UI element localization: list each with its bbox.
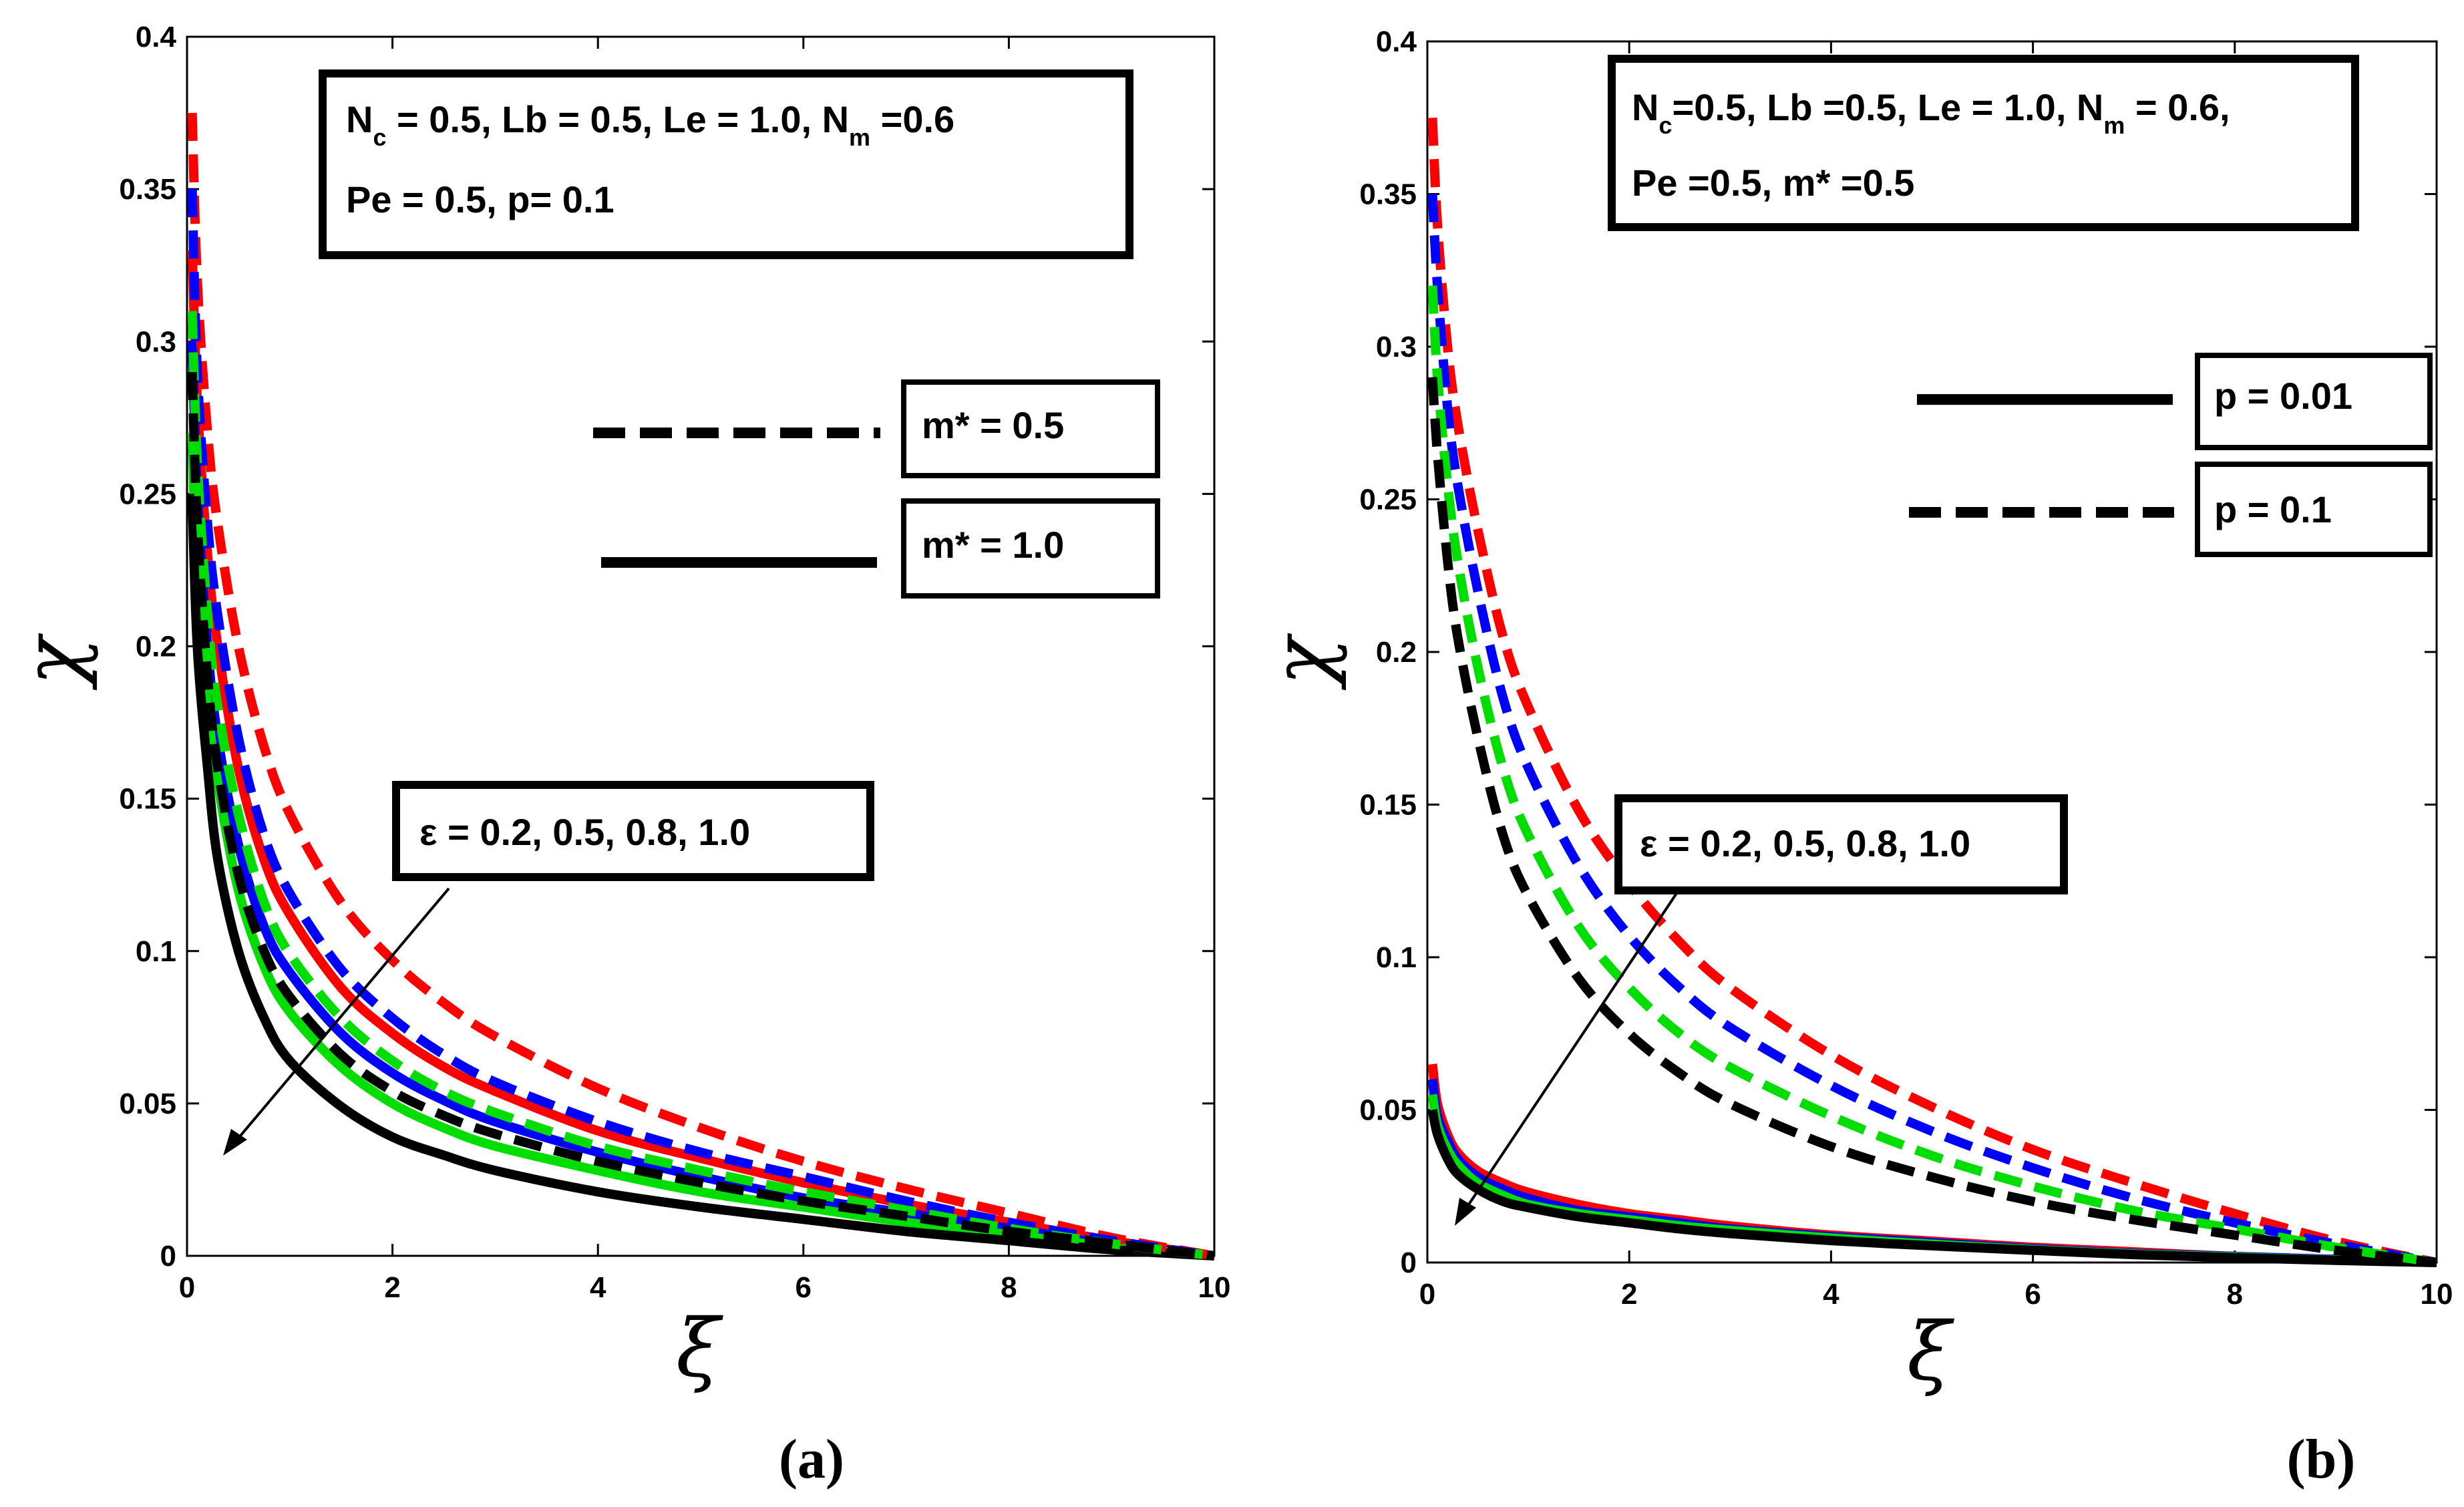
x-tick-label: 2 [1621, 1278, 1637, 1311]
y-tick-label: 0 [160, 1240, 176, 1273]
params-subscript: m [2103, 112, 2125, 139]
panel-a-annotation: ε = 0.2, 0.5, 0.8, 1.0 [223, 781, 874, 1156]
x-tick-label: 0 [1419, 1278, 1435, 1311]
x-tick-label: 10 [1198, 1271, 1231, 1304]
y-tick-label: 0.25 [119, 478, 176, 510]
y-tick-label: 0.2 [136, 631, 176, 663]
y-tick-label: 0.4 [136, 21, 177, 53]
series-line-dashed [1427, 377, 2437, 1267]
panel-b-x-axis-label: ξ [1907, 1306, 1954, 1399]
series-line-dashed [1427, 117, 2438, 1267]
panel-b-params-line-1: Nc=0.5, Lb =0.5, Le = 1.0, Nm = 0.6, [1632, 86, 2230, 139]
y-tick-label: 0.05 [119, 1087, 176, 1120]
panel-a-legend-label-1: m* = 0.5 [922, 404, 1064, 446]
panel-a-params-line-1: Nc = 0.5, Lb = 0.5, Le = 1.0, Nm =0.6 [346, 98, 954, 151]
params-symbol: N [1632, 86, 1658, 128]
x-tick-label: 8 [1001, 1271, 1017, 1304]
panel-b-legend-label-1: p = 0.01 [2214, 375, 2352, 417]
panel-a-y-axis-label: χ [7, 633, 100, 690]
series-line-solid [1427, 1109, 2437, 1267]
x-tick-label: 4 [590, 1271, 606, 1304]
params-subscript: m [849, 124, 870, 151]
panel-b-label: (b) [2287, 1428, 2356, 1490]
y-tick-label: 0.15 [1359, 789, 1417, 822]
params-text: =0.6 [870, 98, 954, 140]
series-line-solid [187, 432, 1215, 1261]
series-line-dashed [187, 311, 1215, 1261]
x-tick-label: 4 [1823, 1278, 1839, 1311]
params-text: =0.5, Lb =0.5, Le = 1.0, N [1672, 86, 2103, 128]
series-line-solid [187, 494, 1215, 1261]
arrow-head-icon [223, 1129, 247, 1156]
y-tick-label: 0.1 [1376, 941, 1417, 974]
panel-a-label: (a) [779, 1428, 844, 1490]
y-tick-label: 0 [1401, 1246, 1417, 1279]
y-tick-label: 0.3 [136, 325, 176, 358]
y-tick-label: 0.35 [119, 173, 176, 206]
panel-a-x-axis-label: ξ [676, 1303, 723, 1395]
y-tick-label: 0.05 [1359, 1094, 1417, 1127]
panel-b-frame [1426, 40, 2438, 1264]
y-tick-label: 0.15 [119, 783, 176, 816]
series-line-dashed [1427, 194, 2438, 1267]
series-line-dashed [187, 112, 1216, 1261]
series-line-dashed [187, 371, 1215, 1261]
panel-a: 0 2 4 6 8 10 0 0.05 0.1 0.15 0.2 0.25 0.3 0.35 0.4 χ ξ… [7, 21, 1230, 1490]
panel-b-legend-label-2: p = 0.1 [2214, 488, 2332, 530]
panel-a-params-line-2: Pe = 0.5, p= 0.1 [346, 178, 614, 220]
y-tick-label: 0.4 [1376, 25, 1417, 58]
x-tick-label: 8 [2227, 1278, 2243, 1311]
params-text: = 0.6, [2125, 86, 2230, 128]
x-tick-label: 0 [179, 1271, 195, 1304]
x-tick-label: 2 [384, 1271, 400, 1304]
params-symbol: N [346, 98, 373, 140]
params-text: = 0.5, Lb = 0.5, Le = 1.0, N [386, 98, 849, 140]
x-tick-label: 6 [796, 1271, 812, 1304]
y-tick-label: 0.25 [1359, 484, 1417, 516]
panel-b-y-axis-label: χ [1256, 633, 1349, 690]
panel-b-annotation: ε = 0.2, 0.5, 0.8, 1.0 [1455, 794, 2068, 1226]
panel-a-legend: m* = 0.5 m* = 1.0 [593, 379, 1160, 599]
panel-b-annotation-text: ε = 0.2, 0.5, 0.8, 1.0 [1640, 822, 1970, 864]
y-tick-label: 0.35 [1359, 178, 1417, 211]
panel-b-params-line-2: Pe =0.5, m* =0.5 [1632, 162, 1914, 204]
params-subscript: c [373, 124, 386, 151]
arrow-head-icon [1455, 1198, 1476, 1226]
y-tick-label: 0.2 [1376, 636, 1417, 669]
panel-a-parameter-box: Nc = 0.5, Lb = 0.5, Le = 1.0, Nm =0.6 Pe… [319, 69, 1133, 259]
panel-b: 0 2 4 6 8 10 0 0.05 0.1 0.15 0.2 0.25 0.3 0.35 0.4 χ ξ… [1256, 25, 2453, 1490]
trend-arrow [232, 887, 450, 1145]
panel-a-annotation-text: ε = 0.2, 0.5, 0.8, 1.0 [419, 811, 750, 853]
panel-b-legend: p = 0.01 p = 0.1 [1909, 353, 2433, 557]
series-line-dashed [1427, 285, 2438, 1267]
panel-b-plot-area: 0 2 4 6 8 10 0 0.05 0.1 0.15 0.2 0.25 0.3 0.35 0.4 [1359, 25, 2453, 1311]
panel-a-legend-label-2: m* = 1.0 [922, 524, 1064, 566]
y-tick-label: 0.3 [1376, 331, 1417, 363]
y-tick-label: 0.1 [136, 935, 176, 968]
x-tick-label: 10 [2421, 1278, 2453, 1311]
trend-arrow [1463, 887, 1681, 1212]
x-tick-label: 6 [2025, 1278, 2041, 1311]
panel-b-parameter-box: Nc=0.5, Lb =0.5, Le = 1.0, Nm = 0.6, Pe … [1608, 55, 2359, 231]
params-subscript: c [1658, 112, 1672, 139]
